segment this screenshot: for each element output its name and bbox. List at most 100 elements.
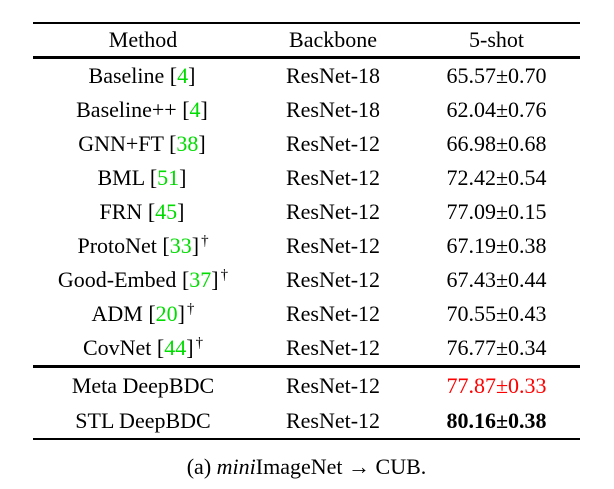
citation-number: 51 — [157, 165, 180, 190]
method-cell: Meta DeepBDC — [71, 372, 215, 398]
citation-bracket: ] — [198, 131, 206, 156]
method-cell: GNN+FT [38] — [33, 131, 253, 157]
table-top-rule — [33, 22, 580, 24]
table-bottom-rule — [33, 438, 580, 440]
table-row: Meta DeepBDC ResNet-12 77.87±0.33 — [33, 368, 580, 403]
citation: [44] — [157, 335, 194, 360]
dagger-mark: † — [201, 232, 209, 249]
citation-bracket: ] — [177, 199, 185, 224]
shot-cell: 76.77±0.34 — [446, 335, 547, 360]
backbone-cell: ResNet-12 — [285, 199, 381, 224]
shot-cell: 66.98±0.68 — [446, 131, 547, 156]
citation-number: 38 — [176, 131, 199, 156]
citation-bracket: [ — [181, 267, 190, 292]
backbone-cell: ResNet-12 — [285, 407, 381, 433]
table-header-row: Method Backbone 5-shot — [33, 24, 580, 56]
backbone-cell: ResNet-12 — [285, 372, 381, 398]
citation: [45] — [148, 199, 185, 224]
table-row: FRN [45] ResNet-12 77.09±0.15 — [33, 195, 580, 229]
citation-bracket: [ — [182, 97, 190, 122]
backbone-cell: ResNet-12 — [285, 301, 381, 326]
citation-bracket: ] — [200, 97, 208, 122]
citation-bracket: [ — [156, 335, 165, 360]
method-cell: Baseline++ [4] — [33, 97, 253, 123]
method-name: ProtoNet — [77, 233, 157, 258]
table-row: Baseline++ [4] ResNet-18 62.04±0.76 — [33, 93, 580, 127]
shot-cell: 65.57±0.70 — [446, 63, 547, 88]
group-separator-rule — [33, 365, 580, 368]
dagger-mark: † — [220, 266, 229, 283]
citation-number: 37 — [189, 267, 212, 292]
citation-bracket: ] — [177, 301, 185, 326]
backbone-cell: ResNet-18 — [285, 63, 381, 88]
dagger-mark: † — [187, 300, 195, 317]
citation-number: 44 — [164, 335, 187, 360]
shot-cell: 62.04±0.76 — [446, 97, 547, 122]
shot-cell: 72.42±0.54 — [446, 165, 547, 190]
shot-cell: 77.09±0.15 — [446, 199, 547, 224]
header-method: Method — [108, 27, 178, 52]
method-cell: BML [51] — [33, 165, 253, 191]
shot-cell: 67.43±0.44 — [446, 267, 547, 292]
method-name: FRN — [99, 199, 143, 224]
shot-cell-best: 80.16±0.38 — [446, 407, 547, 433]
citation: [51] — [150, 165, 187, 190]
citation-bracket: ] — [188, 63, 196, 88]
caption-dataset-italic: mini — [216, 454, 256, 479]
method-name: GNN+FT — [78, 131, 164, 156]
citation-bracket: [ — [149, 165, 158, 190]
citation-number: 4 — [177, 63, 189, 88]
citation-number: 45 — [155, 199, 178, 224]
citation-bracket: ] — [179, 165, 187, 190]
backbone-cell: ResNet-12 — [285, 335, 381, 360]
dagger-mark: † — [195, 334, 204, 351]
results-table: Method Backbone 5-shot Baseline [4] ResN… — [33, 22, 580, 480]
caption-index: (a) — [186, 454, 217, 479]
citation-number: 4 — [189, 97, 201, 122]
citation: [20] — [148, 301, 185, 326]
header-5shot: 5-shot — [469, 27, 524, 52]
citation-bracket: [ — [169, 131, 177, 156]
method-cell: CovNet [44] † — [33, 335, 253, 361]
header-separator-rule — [33, 56, 580, 59]
backbone-cell: ResNet-18 — [285, 97, 381, 122]
citation-bracket: ] — [186, 335, 194, 360]
table-row: ProtoNet [33] † ResNet-12 67.19±0.38 — [33, 229, 580, 263]
citation: [4] — [182, 97, 208, 122]
citation-bracket: ] — [211, 267, 219, 292]
table-row: ADM [20] † ResNet-12 70.55±0.43 — [33, 297, 580, 331]
method-cell: ProtoNet [33] † — [33, 233, 253, 259]
citation: [38] — [169, 131, 206, 156]
method-name: ADM — [91, 301, 143, 326]
method-cell: Baseline [4] — [33, 63, 253, 89]
citation: [4] — [170, 63, 196, 88]
citation-bracket: ] — [191, 233, 200, 258]
table-row: STL DeepBDC ResNet-12 80.16±0.38 — [33, 403, 580, 438]
table-row: CovNet [44] † ResNet-12 76.77±0.34 — [33, 331, 580, 365]
citation-bracket: [ — [162, 233, 170, 258]
table-row: GNN+FT [38] ResNet-12 66.98±0.68 — [33, 127, 580, 161]
arrow-icon: → — [348, 454, 371, 479]
shot-cell-highlighted: 77.87±0.33 — [446, 372, 547, 398]
method-cell: STL DeepBDC — [75, 407, 211, 433]
citation-bracket: [ — [169, 63, 178, 88]
method-name: Baseline++ — [76, 97, 177, 122]
header-backbone: Backbone — [289, 27, 377, 52]
table-row: BML [51] ResNet-12 72.42±0.54 — [33, 161, 580, 195]
table-caption: (a) miniImageNet → CUB. — [33, 454, 580, 480]
backbone-cell: ResNet-12 — [285, 165, 381, 190]
method-name: BML — [97, 165, 145, 190]
method-name: Baseline — [88, 63, 165, 88]
caption-target: CUB. — [370, 454, 427, 479]
citation: [37] — [182, 267, 219, 292]
backbone-cell: ResNet-12 — [285, 233, 381, 258]
shot-cell: 70.55±0.43 — [446, 301, 547, 326]
backbone-cell: ResNet-12 — [285, 267, 381, 292]
citation-bracket: [ — [147, 199, 156, 224]
method-cell: ADM [20] † — [33, 301, 253, 327]
shot-cell: 67.19±0.38 — [446, 233, 547, 258]
table-row: Baseline [4] ResNet-18 65.57±0.70 — [33, 59, 580, 93]
method-cell: Good-Embed [37] † — [33, 267, 253, 293]
citation-number: 33 — [169, 233, 192, 258]
caption-dataset: ImageNet — [255, 454, 349, 479]
